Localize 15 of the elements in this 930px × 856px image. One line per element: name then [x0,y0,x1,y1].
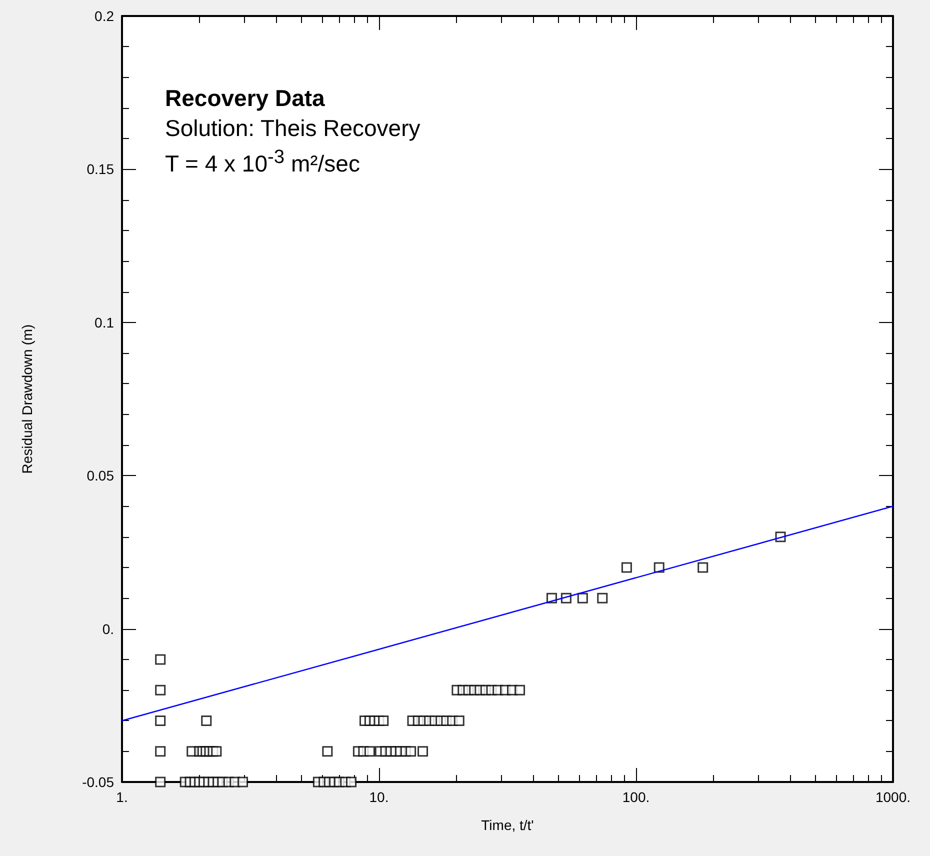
y-tick-label: 0.15 [86,161,114,178]
y-tick-label: -0.05 [82,774,114,790]
x-tick-label: 100. [622,789,650,805]
y-tick-label: 0. [102,620,114,637]
x-tick-label: 10. [369,789,389,805]
y-tick-label: 0.1 [94,314,114,330]
x-tick-label: 1. [116,789,128,805]
x-axis-title: Time, t/t' [481,817,534,833]
y-axis-title: Residual Drawdown (m) [19,324,35,474]
y-tick-label: 0.2 [94,8,114,24]
y-tick-label: 0.05 [86,468,114,484]
text: Recovery Data [165,84,326,113]
annotation: Solution: Theis Recovery [165,114,420,143]
x-tick-label: 1000. [875,789,911,805]
annotation: T = 4 x 10$^{-3}$ m²/sec [165,146,361,179]
